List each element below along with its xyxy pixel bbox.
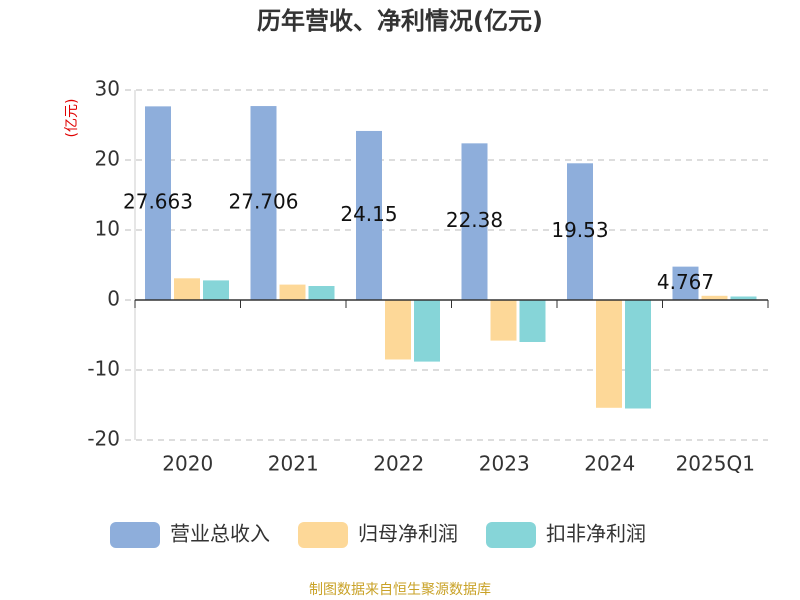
bar — [385, 300, 411, 360]
bar — [414, 300, 440, 362]
legend-label: 营业总收入 — [170, 522, 270, 546]
bar — [145, 106, 171, 300]
bar — [672, 266, 699, 300]
bar — [356, 130, 382, 300]
bar — [625, 300, 651, 409]
x-tick-label: 2021 — [268, 452, 319, 476]
x-tick-label: 2022 — [373, 452, 424, 476]
legend-swatch — [486, 522, 536, 548]
y-tick-label: -20 — [87, 427, 120, 451]
x-tick-label: 2020 — [162, 452, 213, 476]
y-axis-label: (亿元) — [64, 99, 80, 138]
x-tick-label: 2025Q1 — [676, 452, 755, 476]
x-tick-label: 2024 — [584, 452, 635, 476]
bar — [308, 286, 335, 300]
bar — [174, 278, 200, 300]
data-label: 27.663 — [123, 190, 193, 214]
y-tick-label: -10 — [87, 357, 120, 381]
y-tick-label: 30 — [95, 77, 120, 101]
legend-label: 归母净利润 — [358, 522, 458, 546]
bar — [519, 300, 546, 342]
data-label: 19.53 — [551, 218, 608, 242]
y-tick-label: 10 — [95, 217, 120, 241]
bar — [250, 106, 277, 300]
bar — [203, 280, 229, 300]
x-tick-label: 2023 — [479, 452, 530, 476]
bar — [461, 143, 488, 300]
source-note: 制图数据来自恒生聚源数据库 — [309, 582, 491, 598]
legend-swatch — [298, 522, 348, 548]
bar — [279, 284, 306, 300]
chart-title: 历年营收、净利情况(亿元) — [257, 7, 543, 35]
data-label: 4.767 — [657, 270, 714, 294]
bar — [567, 163, 593, 300]
data-label: 22.38 — [446, 208, 503, 232]
legend-label: 扣非净利润 — [546, 522, 646, 546]
bar — [730, 296, 757, 300]
data-label: 24.15 — [340, 202, 397, 226]
legend-swatch — [110, 522, 160, 548]
data-label: 27.706 — [229, 190, 299, 214]
y-tick-label: 20 — [95, 147, 120, 171]
bar — [596, 300, 622, 408]
y-tick-label: 0 — [107, 287, 120, 311]
bar — [490, 300, 517, 341]
bar — [701, 295, 728, 300]
